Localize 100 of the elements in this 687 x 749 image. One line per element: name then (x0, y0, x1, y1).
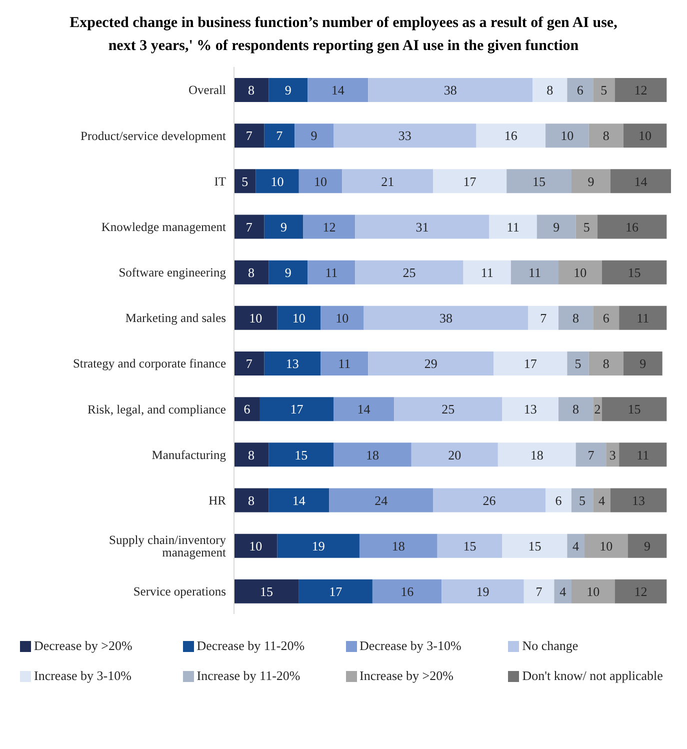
bar (368, 78, 533, 102)
data-label: 11 (636, 447, 650, 462)
y-tick-label: Product/service development (80, 128, 227, 143)
bar (234, 397, 260, 422)
bar (256, 169, 299, 194)
bar (489, 214, 537, 239)
bar (602, 397, 667, 422)
data-label: 17 (463, 174, 477, 189)
bar (342, 169, 434, 194)
data-label: 17 (524, 356, 538, 372)
data-label: 8 (572, 310, 580, 326)
bar (567, 78, 594, 102)
bar (234, 306, 278, 330)
bar (334, 124, 476, 148)
data-label: 5 (574, 356, 582, 372)
data-label: 6 (555, 492, 562, 508)
data-label: 6 (602, 310, 610, 326)
bar (554, 579, 572, 604)
data-label: 16 (504, 128, 518, 144)
data-label: 10 (336, 310, 349, 326)
data-label: 15 (628, 264, 641, 280)
data-label: 4 (560, 584, 567, 600)
bar (584, 534, 628, 558)
data-label: 15 (463, 538, 476, 554)
data-label: 11 (338, 356, 351, 372)
y-tick-label: Service operations (133, 584, 226, 599)
bar (308, 260, 356, 284)
data-label: 9 (553, 219, 560, 234)
bar (308, 78, 368, 102)
data-label: 3 (609, 447, 616, 462)
data-label: 10 (600, 538, 613, 554)
bar (494, 352, 568, 376)
data-label: 16 (626, 219, 640, 234)
bar (610, 488, 667, 512)
bar (234, 442, 269, 467)
data-label: 17 (290, 402, 304, 417)
bar (234, 534, 278, 558)
data-label: 13 (524, 402, 537, 417)
data-label: 9 (284, 264, 292, 280)
bar (528, 306, 559, 330)
bar (260, 397, 334, 422)
bar (264, 124, 295, 148)
bar (329, 488, 434, 512)
data-label: 8 (248, 82, 255, 98)
bar (264, 352, 321, 376)
data-label: 17 (329, 584, 343, 600)
data-label: 7 (540, 310, 548, 326)
bar (234, 169, 256, 194)
y-tick-label: Overall (188, 83, 227, 98)
bar (234, 260, 269, 284)
data-label: 9 (310, 128, 318, 144)
bar (593, 306, 620, 330)
data-label: 12 (634, 584, 648, 600)
bar (433, 169, 507, 194)
data-label: 9 (280, 219, 288, 234)
bar (502, 397, 559, 422)
bar (234, 214, 264, 239)
bar (298, 169, 342, 194)
data-label: 10 (270, 174, 284, 189)
data-label: 14 (292, 492, 306, 508)
data-label: 10 (560, 128, 574, 144)
data-label: 9 (588, 174, 594, 189)
bar (268, 442, 334, 467)
data-label: 12 (322, 219, 336, 234)
bar (433, 488, 546, 512)
data-label: 8 (602, 128, 610, 144)
y-tick-label: Software engineering (118, 266, 227, 280)
data-label: 10 (638, 128, 652, 144)
bar (593, 78, 615, 102)
bar (602, 260, 667, 284)
bar (368, 352, 494, 376)
data-label: 11 (325, 264, 338, 280)
legend-label: Don't know/ not applicable (522, 668, 663, 684)
bar (372, 579, 442, 604)
legend-label: Decrease by 3-10% (360, 638, 462, 654)
data-label: 7 (246, 356, 253, 372)
data-label: 18 (392, 538, 405, 554)
bar (546, 488, 572, 512)
data-label: 20 (448, 447, 462, 462)
bar (234, 579, 299, 604)
bar (277, 306, 321, 330)
bar (298, 579, 372, 604)
bar (355, 260, 464, 284)
data-label: 26 (482, 492, 496, 508)
bar (355, 214, 490, 239)
bar (524, 579, 554, 604)
bar (442, 579, 524, 604)
bar (463, 260, 511, 284)
bar (576, 442, 606, 467)
bar (234, 124, 264, 148)
data-label: 19 (476, 584, 490, 600)
data-label: 10 (586, 584, 600, 600)
bar (234, 352, 264, 376)
data-label: 7 (246, 128, 253, 144)
data-label: 6 (576, 82, 584, 98)
data-label: 5 (600, 82, 608, 98)
data-label: 7 (588, 447, 595, 462)
data-label: 8 (602, 356, 610, 372)
data-label: 11 (528, 264, 541, 280)
data-label: 13 (632, 492, 646, 508)
